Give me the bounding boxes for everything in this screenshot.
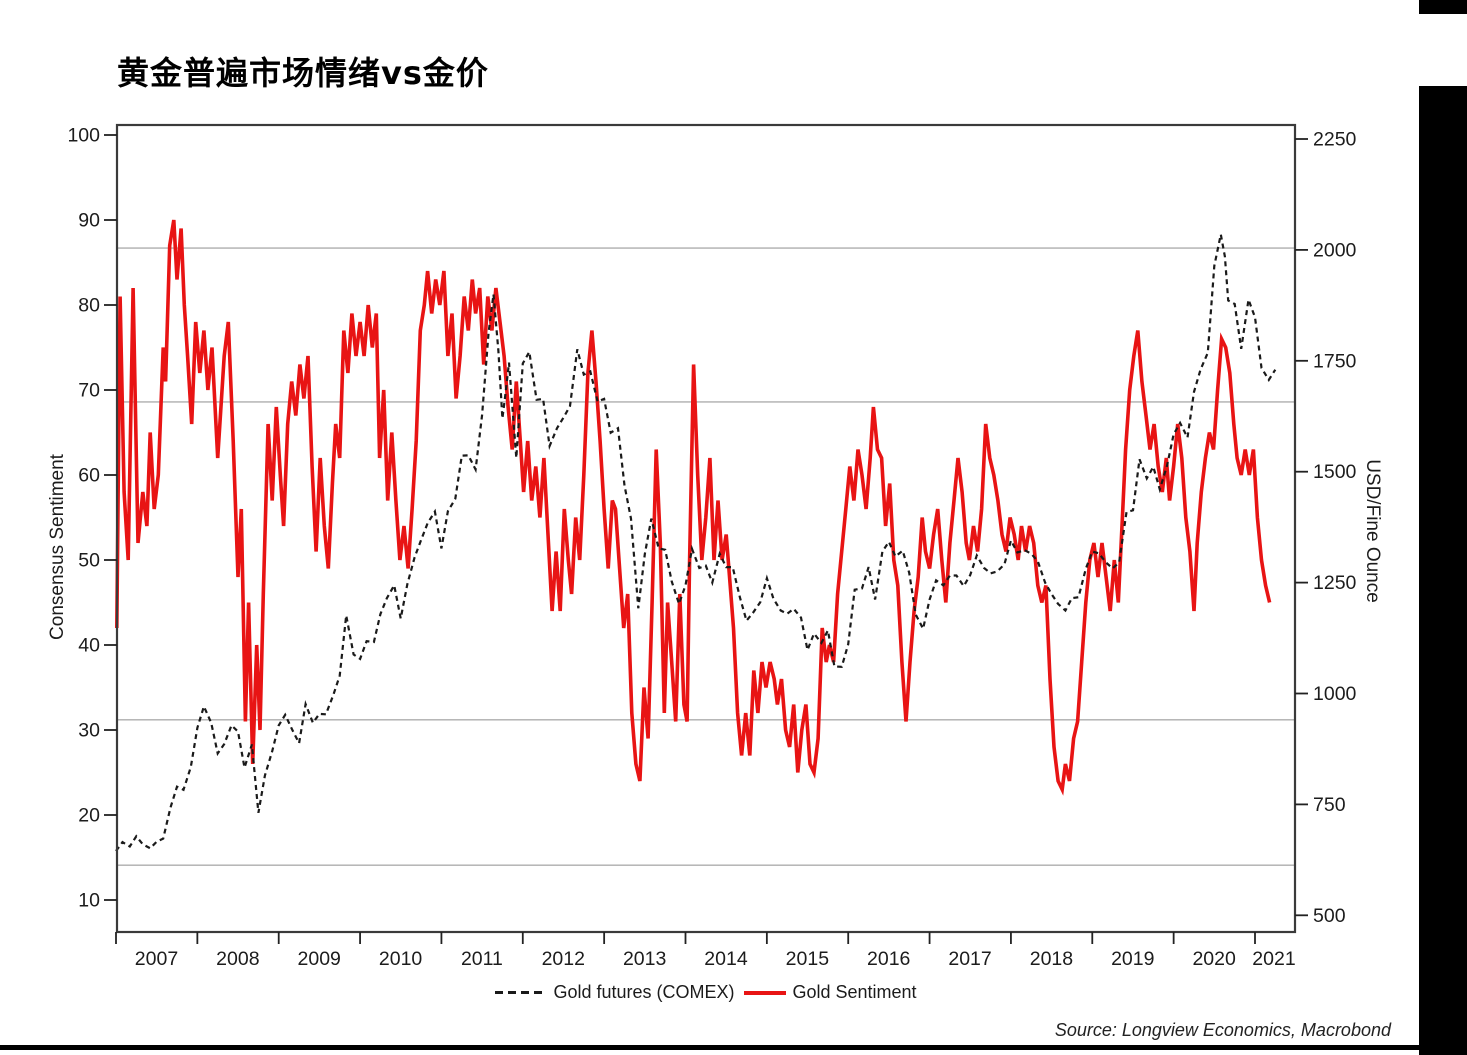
legend-item-gold-sentiment: Gold Sentiment bbox=[744, 982, 917, 1003]
x-axis-year-label: 2010 bbox=[379, 948, 423, 970]
red-line-sample-icon bbox=[744, 990, 787, 995]
right-axis-ticks bbox=[1295, 138, 1308, 917]
right-axis-tick-label: 1000 bbox=[1313, 683, 1357, 705]
left-axis-tick-label: 40 bbox=[78, 635, 100, 657]
x-axis-year-label: 2021 bbox=[1252, 948, 1295, 970]
dashed-line-sample-icon bbox=[495, 991, 548, 994]
legend-label-gold-sentiment: Gold Sentiment bbox=[792, 982, 917, 1002]
left-axis-ticks bbox=[104, 134, 117, 901]
right-axis-tick-label: 1750 bbox=[1313, 350, 1357, 372]
x-axis-year-label: 2019 bbox=[1111, 948, 1154, 970]
x-axis-year-label: 2018 bbox=[1030, 948, 1073, 970]
left-axis-title: Consensus Sentiment bbox=[47, 454, 68, 640]
right-axis-tick-label: 1250 bbox=[1313, 572, 1357, 594]
right-axis-tick-label: 750 bbox=[1313, 794, 1346, 816]
left-axis-tick-label: 10 bbox=[78, 890, 100, 912]
right-black-sidebar bbox=[1419, 86, 1467, 1055]
right-axis-tick-label: 2000 bbox=[1313, 239, 1357, 261]
left-axis-tick-label: 80 bbox=[78, 295, 100, 317]
page-title: 黄金普遍市场情绪vs金价 bbox=[117, 54, 489, 92]
gridlines bbox=[117, 247, 1295, 866]
x-axis-year-label: 2020 bbox=[1192, 948, 1236, 970]
right-axis-tick-label: 2250 bbox=[1313, 129, 1357, 151]
bottom-black-rule bbox=[0, 1045, 1419, 1050]
x-axis-year-label: 2015 bbox=[786, 948, 830, 970]
x-axis-year-label: 2011 bbox=[461, 948, 503, 970]
left-axis-tick-label: 60 bbox=[78, 465, 100, 487]
right-axis-title: USD/Fine Ounce bbox=[1362, 459, 1383, 603]
source-attribution: Source: Longview Economics, Macrobond bbox=[1054, 1020, 1391, 1040]
x-axis-year-label: 2008 bbox=[216, 948, 259, 970]
left-axis-tick-label: 100 bbox=[67, 125, 100, 147]
gold-sentiment-line bbox=[115, 219, 1272, 796]
legend-item-gold-futures: Gold futures (COMEX) bbox=[495, 982, 734, 1003]
legend: Gold futures (COMEX) Gold Sentiment bbox=[117, 982, 1295, 1003]
x-axis-year-label: 2017 bbox=[948, 948, 991, 970]
legend-label-gold-futures: Gold futures (COMEX) bbox=[553, 982, 735, 1002]
gold-futures-line bbox=[115, 234, 1277, 852]
x-axis-year-label: 2014 bbox=[704, 948, 748, 970]
x-axis-year-label: 2009 bbox=[298, 948, 341, 970]
left-axis-tick-label: 70 bbox=[78, 380, 100, 402]
right-axis-tick-label: 1500 bbox=[1313, 461, 1357, 483]
top-right-black-block bbox=[1419, 0, 1467, 14]
left-axis-tick-label: 20 bbox=[78, 805, 100, 827]
x-axis-year-label: 2012 bbox=[542, 948, 585, 970]
plot-frame bbox=[115, 123, 1297, 934]
left-axis-tick-label: 30 bbox=[78, 720, 100, 742]
left-axis-tick-label: 90 bbox=[78, 210, 100, 232]
x-axis-ticks bbox=[115, 932, 1256, 944]
x-axis-year-label: 2016 bbox=[867, 948, 910, 970]
left-axis-tick-label: 50 bbox=[78, 550, 100, 572]
x-axis-year-label: 2013 bbox=[623, 948, 666, 970]
right-axis-tick-label: 500 bbox=[1313, 905, 1346, 927]
x-axis-year-label: 2007 bbox=[135, 948, 178, 970]
